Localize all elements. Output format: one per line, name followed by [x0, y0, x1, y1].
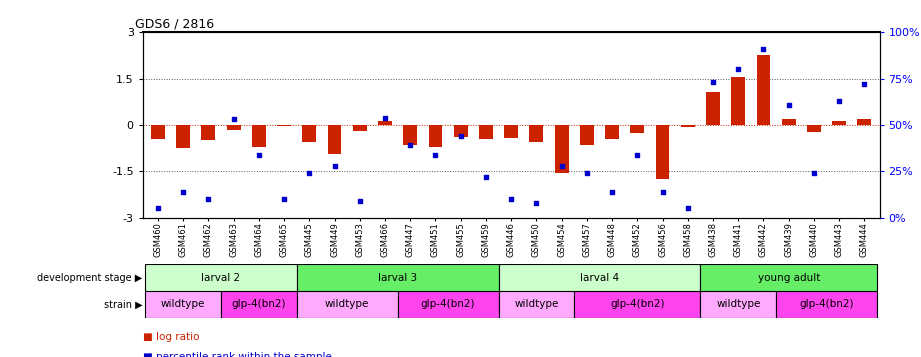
- Bar: [221, 291, 297, 318]
- Point: [579, 170, 594, 176]
- Point: [402, 142, 417, 148]
- Point: [529, 200, 543, 206]
- Bar: [202, 125, 216, 140]
- Text: glp-4(bn2): glp-4(bn2): [421, 299, 475, 310]
- Bar: [700, 291, 776, 318]
- Text: ■ log ratio: ■ log ratio: [143, 332, 199, 342]
- Bar: [857, 119, 871, 125]
- Bar: [403, 125, 417, 145]
- Point: [681, 206, 695, 211]
- Bar: [151, 125, 165, 139]
- Bar: [605, 125, 619, 139]
- Text: wildtype: wildtype: [325, 299, 369, 310]
- Text: wildtype: wildtype: [514, 299, 558, 310]
- Bar: [498, 291, 574, 318]
- Point: [276, 196, 291, 202]
- Point: [150, 206, 165, 211]
- Point: [453, 133, 468, 139]
- Bar: [706, 92, 720, 125]
- Bar: [681, 125, 694, 127]
- Point: [605, 189, 620, 195]
- Bar: [277, 125, 291, 126]
- Text: larval 3: larval 3: [378, 272, 417, 283]
- Text: glp-4(bn2): glp-4(bn2): [610, 299, 665, 310]
- Bar: [782, 119, 796, 125]
- Bar: [807, 125, 821, 132]
- Bar: [554, 125, 568, 173]
- Bar: [428, 125, 442, 147]
- Bar: [776, 291, 877, 318]
- Text: development stage ▶: development stage ▶: [37, 272, 142, 283]
- Text: wildtype: wildtype: [161, 299, 205, 310]
- Point: [428, 152, 443, 157]
- Bar: [146, 291, 221, 318]
- Bar: [833, 121, 846, 125]
- Point: [378, 115, 392, 120]
- Point: [251, 152, 266, 157]
- Bar: [353, 125, 367, 131]
- Bar: [479, 125, 493, 139]
- Point: [302, 170, 317, 176]
- Bar: [227, 125, 240, 130]
- Bar: [454, 125, 468, 137]
- Point: [781, 102, 796, 107]
- Bar: [630, 125, 645, 133]
- Point: [731, 66, 746, 72]
- Bar: [297, 264, 498, 291]
- Bar: [251, 125, 266, 147]
- Bar: [302, 125, 316, 142]
- Bar: [756, 55, 771, 125]
- Point: [327, 163, 342, 169]
- Text: young adult: young adult: [758, 272, 820, 283]
- Text: glp-4(bn2): glp-4(bn2): [799, 299, 854, 310]
- Bar: [504, 125, 519, 138]
- Bar: [328, 125, 342, 154]
- Point: [353, 198, 367, 204]
- Point: [479, 174, 494, 180]
- Text: larval 4: larval 4: [580, 272, 619, 283]
- Text: GDS6 / 2816: GDS6 / 2816: [135, 18, 215, 31]
- Point: [554, 163, 569, 169]
- Text: larval 2: larval 2: [202, 272, 240, 283]
- Bar: [700, 264, 877, 291]
- Bar: [574, 291, 700, 318]
- Bar: [498, 264, 700, 291]
- Bar: [580, 125, 594, 145]
- Point: [227, 116, 241, 122]
- Point: [655, 189, 670, 195]
- Bar: [656, 125, 670, 179]
- Point: [705, 79, 720, 85]
- Point: [807, 170, 822, 176]
- Text: ■ percentile rank within the sample: ■ percentile rank within the sample: [143, 352, 332, 357]
- Point: [756, 46, 771, 52]
- Bar: [176, 125, 190, 148]
- Bar: [530, 125, 543, 142]
- Bar: [731, 77, 745, 125]
- Point: [201, 196, 216, 202]
- Bar: [146, 264, 297, 291]
- Text: strain ▶: strain ▶: [104, 299, 142, 310]
- Point: [857, 81, 872, 87]
- Text: glp-4(bn2): glp-4(bn2): [231, 299, 286, 310]
- Bar: [398, 291, 498, 318]
- Bar: [378, 121, 392, 125]
- Bar: [297, 291, 398, 318]
- Text: wildtype: wildtype: [716, 299, 761, 310]
- Point: [630, 152, 645, 157]
- Point: [176, 189, 191, 195]
- Point: [504, 196, 519, 202]
- Point: [832, 98, 846, 104]
